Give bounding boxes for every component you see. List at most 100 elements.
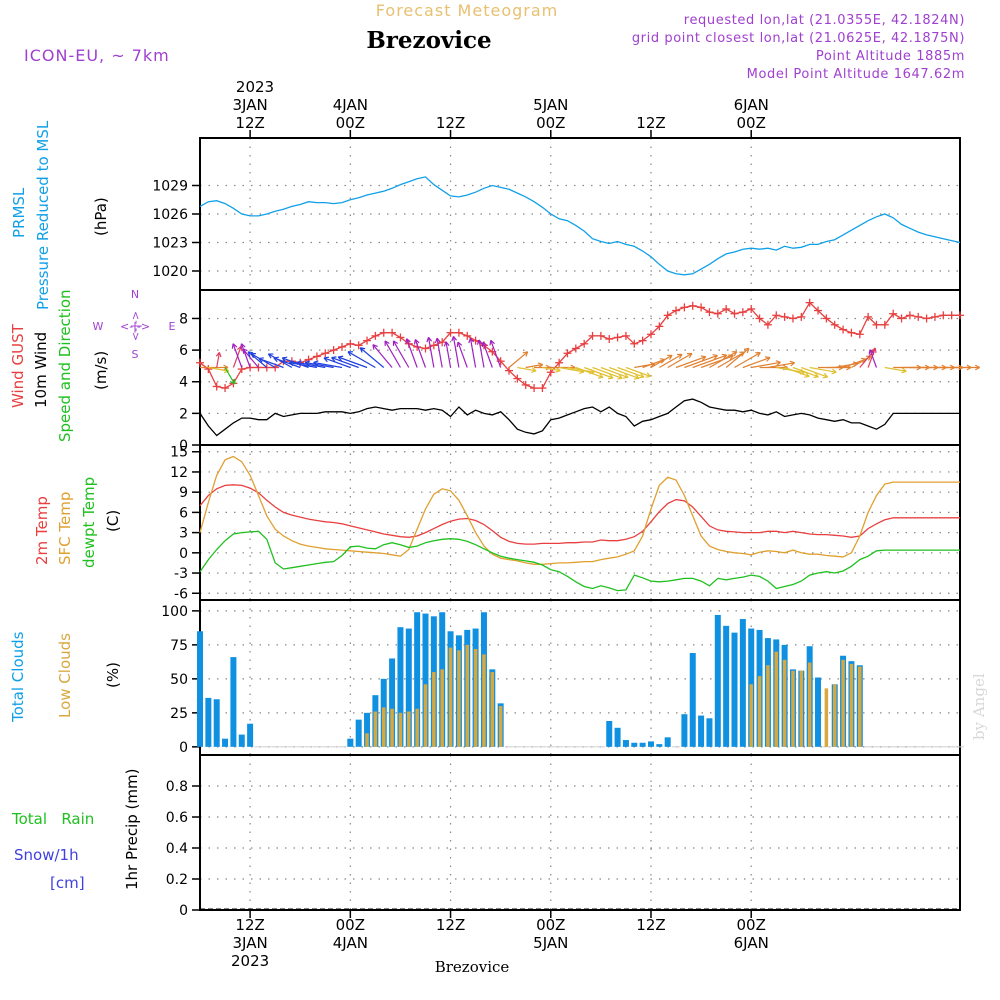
arrow-head [713,355,718,360]
arrow-shaft [801,366,828,378]
arrow-head [555,370,561,373]
wind-direction-arrow [413,339,427,368]
compass-vertical-arrows: <-|-> [129,311,142,341]
arrow-head [638,376,644,379]
arrow-shaft [372,344,393,368]
total-clouds-bar [689,653,696,747]
chart-marks [196,176,980,910]
top-time-label: 12Z [436,114,465,132]
arrow-head [701,356,707,361]
wind-direction-arrow [792,366,819,379]
wind-gust-point [755,314,764,323]
arrow-head [831,371,837,375]
arrow-head [258,357,264,360]
arrow-head [545,364,551,369]
wind-direction-arrow [767,360,795,369]
arrow-head [313,360,319,364]
y-tick-label: 1023 [152,236,188,252]
compass-horizontal-arrows: <-|-> [120,320,150,333]
low-clouds-bar [398,712,403,747]
wind-gust-point [221,384,230,393]
low-clouds-bar [858,666,862,747]
arrow-head [867,355,872,361]
low-clouds-label: Low Clouds [56,633,74,718]
wind-direction-arrow [625,366,652,378]
temp-2m-line [199,484,960,545]
wind-gust-point [396,333,405,342]
arrow-shaft [751,361,781,369]
wind-gust-point [930,312,939,321]
panel-frames [199,130,961,918]
wind-gust-point [312,352,321,361]
arrow-head [331,356,337,359]
wind-gust-point [839,325,848,334]
arrow-head [579,371,585,375]
arrow-head [457,341,463,346]
low-clouds-bar [791,670,795,747]
y-tick-label: 9 [179,485,188,501]
arrow-head [338,355,344,358]
arrow-shaft [884,366,907,372]
arrow-head [456,341,459,348]
compass-south: S [132,348,139,361]
arrow-head [393,340,399,345]
wind-gust-point [680,303,689,312]
arrow-shaft [282,357,309,369]
compass-west: W [93,320,104,333]
wind-direction-arrow [517,366,537,373]
wind-direction-arrow [296,360,326,369]
wind-gust-point [530,384,539,393]
arrow-head [623,376,629,379]
wind-direction-arrow [304,360,334,369]
arrow-head [414,339,420,344]
bottom-time-label: 00Z [536,916,565,934]
arrow-head [296,360,302,364]
arrow-head [974,366,980,371]
y-tick-label: 25 [170,706,188,722]
arrow-head [789,360,795,364]
low-clouds-bar [440,669,444,747]
arrow-shaft [457,341,468,368]
arrow-head [624,373,629,378]
total-clouds-bar [364,712,371,747]
arrow-head [296,362,302,367]
total-clouds-bar [622,740,629,747]
arrow-shaft [469,338,477,368]
arrow-shaft [478,339,485,368]
arrow-head [733,351,738,357]
arrow-shaft [650,354,673,369]
arrow-head [428,336,433,342]
wind-gust-point [914,312,923,321]
wind-gust-point [354,341,363,350]
wind-direction-arrow [288,360,318,369]
wind-direction-arrow [313,360,343,369]
wind-gust-point [697,303,706,312]
temp-sfc-line [199,455,960,565]
rain-label: Total Rain [11,810,94,828]
arrow-head [782,364,788,369]
precip-unit-label: 1hr Precip (mm) [123,769,141,890]
wind-gust-point [872,320,881,329]
wind-direction-arrow [575,366,604,379]
wind-direction-arrow [347,351,376,369]
wind-gust-point [630,339,639,348]
arrow-head [871,347,876,352]
wind-direction-arrow [583,366,614,380]
wind-gust-point [337,342,346,351]
wind-direction-arrow [884,366,907,374]
wind-direction-arrow [476,339,485,368]
arrow-head [359,347,363,353]
wind-direction-arrow [481,341,493,368]
wind-direction-arrow [659,353,683,369]
y-tick-label: 2 [179,406,188,422]
wind-gust-point [830,320,839,329]
wind-direction-arrow [692,353,728,369]
arrow-head [240,343,243,349]
y-tick-label: 1029 [152,179,188,195]
wind-gust-point [605,335,614,344]
arrow-head [607,377,614,380]
arrow-shaft [600,366,629,378]
temp-2m-label: 2m Temp [33,496,51,565]
wind-gust-point [822,314,831,323]
top-time-label: 12Z [636,114,665,132]
